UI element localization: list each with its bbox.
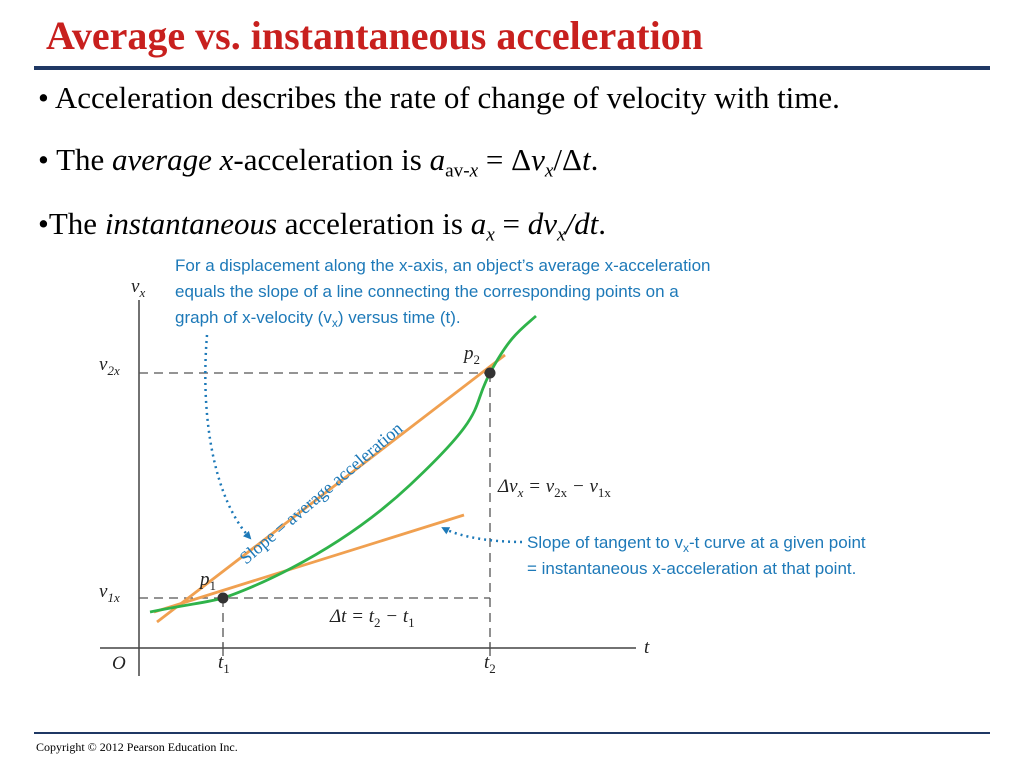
bullet-mark: • [38,206,49,241]
text-pre: The [48,206,98,241]
svg-text:Δt = t2 − t1: Δt = t2 − t1 [329,606,415,630]
average-note-arrow [204,334,252,540]
note-top-line-3: graph of x-velocity (v [175,308,332,327]
x-axis-label: t [644,637,650,658]
note-top-line-2: equals the slope of a line connecting th… [175,282,679,301]
symbol-v: v [531,142,545,177]
symbol-dv: dv [527,206,557,241]
tangent-line [153,513,465,614]
slide-title: Average vs. instantaneous acceleration [46,13,703,58]
t1-sub: 1 [223,661,230,676]
origin-label: O [112,653,126,674]
period: . [598,206,607,241]
p1-sub: 1 [210,578,217,593]
slash: / [565,206,575,241]
title-divider [34,66,990,70]
v2-label: v [99,354,108,375]
text-post: acceleration is [284,206,463,241]
delta-v-v1: 1x [598,485,612,500]
delta-v-sub: x [517,485,524,500]
note-top-line-3-end: ) versus time (t). [338,308,461,327]
copyright-text: Copyright © 2012 Pearson Education Inc. [36,740,238,754]
svg-text:vx: vx [131,276,145,300]
bullet-instantaneous-acceleration: •The instantaneous acceleration is ax = … [38,206,607,245]
delta-t-2: 2 [374,615,381,630]
sub-ax: x [486,224,495,246]
footer-divider [34,732,990,734]
bullet-mark: • [38,80,49,115]
slash-delta: /Δ [553,142,582,177]
svg-text:graph of x-velocity (vx) versu: graph of x-velocity (vx) versus time (t)… [175,308,461,330]
delta-t-label: Δt = t [329,606,375,627]
svg-text:p2: p2 [462,343,480,367]
sub-dvx: x [556,224,566,246]
v1-sub: 1x [107,590,120,605]
sub-av: av- [445,160,470,182]
bullet-mark: • [38,142,49,177]
p1-label: p [198,569,210,590]
symbol-a: a [429,142,446,177]
v2-sub: 2x [107,363,120,378]
svg-text:t1: t1 [218,652,230,676]
note-right-line-1-end: -t curve at a given point [689,533,866,552]
t2-label: t [484,652,490,673]
delta-v-label: Δv [497,476,518,497]
svg-text:Slope of tangent to vx-t curve: Slope of tangent to vx-t curve at a give… [527,533,866,555]
symbol-t: t [581,142,591,177]
text-instantaneous: instantaneous [104,206,278,241]
point-p2 [484,367,496,379]
sub-x: x [469,160,479,182]
bullet-average-acceleration: • The average x-acceleration is aav-x = … [38,142,599,181]
y-axis-label: v [131,276,140,297]
svg-text:v1x: v1x [99,581,120,605]
v1-label: v [99,581,108,602]
point-p1 [217,592,229,604]
average-slope-line [156,353,506,624]
note-right-line-2: = instantaneous x-acceleration at that p… [527,559,856,578]
text-average: average [112,142,212,177]
symbol-dt: dt [574,206,599,241]
text-x: x [219,142,234,177]
svg-text:Δvx = v2x − v1x: Δvx = v2x − v1x [497,476,611,500]
p2-sub: 2 [474,352,481,367]
slope-average-label: Slope = average acceleration [236,418,407,568]
svg-text:t2: t2 [484,652,496,676]
bullet-text: Acceleration describes the rate of chang… [54,80,840,115]
equals: = [494,206,528,241]
note-right-line-1-sub: x [683,541,689,555]
delta-t-1: 1 [408,615,415,630]
delta-v-eq: = v [523,476,554,497]
note-top-line-3-sub: x [332,316,338,330]
note-right-line-1: Slope of tangent to v [527,533,683,552]
bullet-acceleration-definition: • Acceleration describes the rate of cha… [38,80,840,116]
svg-text:p1: p1 [198,569,216,593]
sub-vx: x [544,160,554,182]
period: . [590,142,599,177]
delta-v-minus: − v [567,476,598,497]
tangent-note-arrow [441,526,523,544]
symbol-a: a [470,206,487,241]
p2-label: p [462,343,474,364]
text-post: -acceleration is [233,142,422,177]
svg-text:v2x: v2x [99,354,120,378]
t1-label: t [218,652,224,673]
note-top-line-1: For a displacement along the x-axis, an … [175,256,710,275]
delta-v-v2: 2x [554,485,568,500]
text-pre: The [56,142,105,177]
y-axis-sub: x [138,285,145,300]
delta-t-minus: − t [381,606,409,627]
t2-sub: 2 [489,661,496,676]
equals-delta: = Δ [478,142,532,177]
